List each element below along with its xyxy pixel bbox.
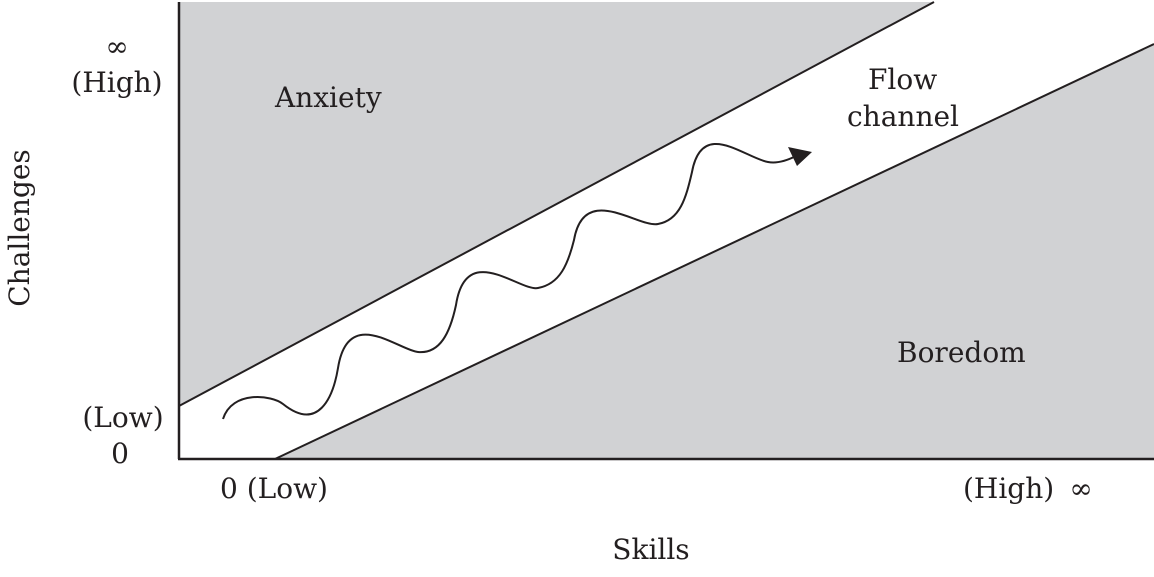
flow-channel-label-line1: Flow: [868, 63, 937, 96]
x-axis-low-label: 0 (Low): [220, 472, 328, 505]
y-axis-low-label: (Low): [82, 401, 163, 434]
y-axis-zero-label: 0: [111, 437, 129, 470]
anxiety-label: Anxiety: [274, 81, 382, 114]
flow-channel-label-line2: channel: [847, 100, 959, 133]
x-axis-right-infinity: ∞: [1069, 472, 1092, 505]
y-axis-title: Challenges: [3, 149, 36, 307]
flow-wave-path: [222, 143, 797, 420]
boredom-label: Boredom: [897, 336, 1026, 369]
flow-arrowhead: [788, 147, 812, 166]
x-axis-title: Skills: [612, 533, 689, 566]
flow-channel-lower-boundary: [274, 43, 1154, 460]
flow-channel-upper-boundary: [178, 1, 935, 407]
y-axis-high-label: (High): [71, 66, 162, 99]
y-axis-top-infinity: ∞: [105, 30, 128, 63]
x-axis-high-label: (High): [963, 472, 1054, 505]
